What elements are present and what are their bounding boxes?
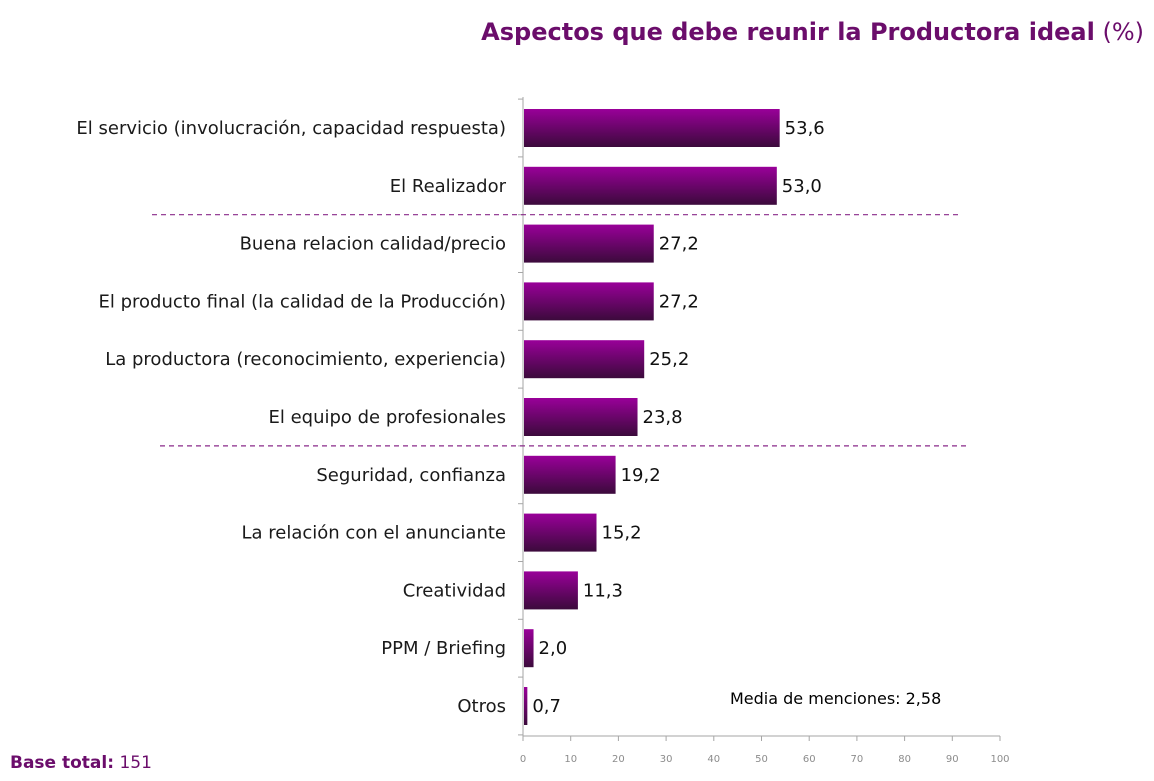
label-layer: El servicio (involucración, capacidad re… — [76, 118, 824, 717]
x-tick-label: 80 — [898, 754, 911, 765]
category-label: Creatividad — [403, 580, 506, 601]
bar — [524, 513, 597, 552]
value-label: 53,6 — [785, 118, 825, 139]
category-label: Seguridad, confianza — [316, 465, 506, 486]
x-tick-label: 0 — [520, 754, 526, 765]
bar — [524, 224, 654, 263]
value-label: 23,8 — [643, 407, 683, 428]
bar — [524, 109, 780, 147]
value-label: 2,0 — [539, 638, 568, 659]
value-label: 11,3 — [583, 580, 623, 601]
value-label: 15,2 — [602, 523, 642, 544]
mentions-note: Media de menciones: 2,58 — [730, 689, 941, 708]
value-label: 27,2 — [659, 234, 699, 255]
category-label: El producto final (la calidad de la Prod… — [99, 291, 506, 312]
x-tick-label: 60 — [803, 754, 816, 765]
bar — [524, 571, 578, 610]
category-label: PPM / Briefing — [381, 638, 506, 659]
bar — [524, 629, 534, 668]
bar — [524, 455, 616, 494]
value-label: 19,2 — [621, 465, 661, 486]
bar-layer — [524, 109, 780, 725]
value-label: 27,2 — [659, 291, 699, 312]
base-total-label: Base total: — [10, 753, 115, 773]
x-tick-label: 70 — [851, 754, 864, 765]
bar — [524, 398, 638, 436]
x-tick-label: 40 — [707, 754, 720, 765]
x-tick-label: 20 — [612, 754, 625, 765]
bar — [524, 340, 645, 379]
chart-title-unit: (%) — [1102, 18, 1144, 46]
category-label: El servicio (involucración, capacidad re… — [76, 118, 506, 139]
category-label: El Realizador — [390, 176, 507, 197]
value-label: 0,7 — [532, 696, 561, 717]
category-label: Otros — [457, 696, 506, 717]
chart-title-main: Aspectos que debe reunir la Productora i… — [481, 18, 1095, 46]
x-tick-label: 50 — [755, 754, 768, 765]
category-label: La relación con el anunciante — [242, 523, 507, 544]
bar — [524, 282, 654, 321]
value-label: 53,0 — [782, 176, 822, 197]
chart-title: Aspectos que debe reunir la Productora i… — [481, 18, 1144, 46]
value-label: 25,2 — [649, 349, 689, 370]
base-total: Base total: 151 — [10, 753, 152, 773]
category-label: La productora (reconocimiento, experienc… — [105, 349, 506, 370]
base-total-value: 151 — [119, 753, 152, 773]
bar — [524, 687, 528, 725]
x-tick-label: 10 — [564, 754, 577, 765]
x-tick-label: 30 — [660, 754, 673, 765]
axis-layer: 0 10 20 30 40 50 60 70 80 90 100 — [518, 97, 1010, 765]
x-tick-label: 90 — [946, 754, 959, 765]
x-tick-label: 100 — [990, 754, 1009, 765]
category-label: El equipo de profesionales — [268, 407, 506, 428]
category-label: Buena relacion calidad/precio — [240, 234, 506, 255]
bar — [524, 166, 777, 205]
